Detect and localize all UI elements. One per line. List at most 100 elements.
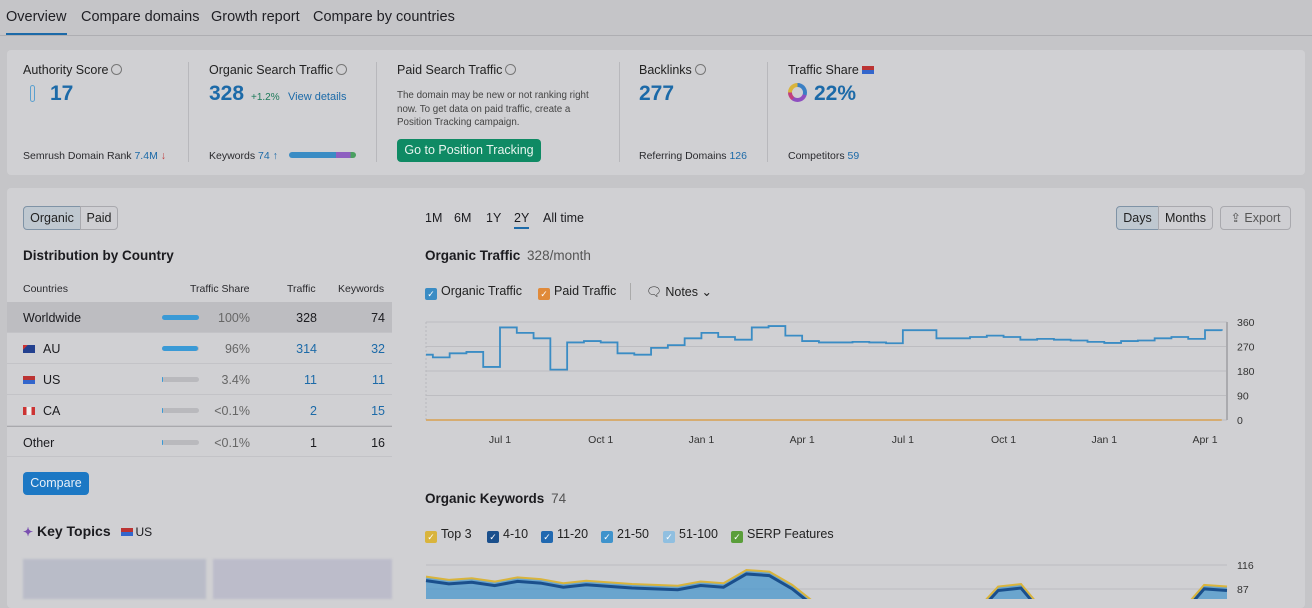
x-tick-label: Jul 1 xyxy=(892,434,914,446)
go-to-position-tracking-button[interactable]: Go to Position Tracking xyxy=(397,139,541,162)
arrow-up-icon: ↑ xyxy=(272,150,278,162)
table-row[interactable]: US 3.4% 11 11 xyxy=(7,364,392,395)
range-6m[interactable]: 6M xyxy=(454,211,472,225)
topic-card-blurred[interactable] xyxy=(213,559,392,599)
range-2y[interactable]: 2Y xyxy=(514,211,530,229)
days-button[interactable]: Days xyxy=(1116,206,1159,230)
traffic-share-bar xyxy=(162,408,199,413)
info-icon[interactable] xyxy=(336,64,348,75)
traffic-share-value: 22% xyxy=(814,82,857,105)
export-button[interactable]: ⇪ Export xyxy=(1220,206,1291,230)
traffic-value[interactable]: 11 xyxy=(304,373,317,387)
range-all-time[interactable]: All time xyxy=(543,211,584,225)
table-row[interactable]: CA <0.1% 2 15 xyxy=(7,395,392,426)
legend-divider xyxy=(630,283,631,300)
ca-flag-icon xyxy=(23,407,35,415)
keywords-4-10-line xyxy=(425,572,1228,599)
y-tick-label: 87 xyxy=(1237,584,1249,596)
sparkle-icon: ✦ xyxy=(23,525,34,539)
keywords-top3-line xyxy=(425,568,1228,599)
authority-score-label: Authority Score xyxy=(23,63,123,77)
traffic-value: 1 xyxy=(310,436,317,450)
traffic-share-value: 96% xyxy=(224,342,250,356)
topic-card-blurred[interactable] xyxy=(23,559,206,599)
keywords-value: 16 xyxy=(371,436,385,450)
tab-compare-by-countries[interactable]: Compare by countries xyxy=(313,9,455,25)
metrics-card xyxy=(7,50,1305,175)
organic-keywords-chart[interactable]: 87 116 xyxy=(420,555,1270,599)
tab-growth-report[interactable]: Growth report xyxy=(211,9,300,25)
keywords-value: 74 xyxy=(371,311,385,325)
paid-toggle[interactable]: Paid xyxy=(80,206,118,230)
traffic-share-bar xyxy=(162,346,199,351)
legend-serp-features[interactable]: ✓ SERP Features xyxy=(731,527,834,543)
metric-divider xyxy=(767,62,768,162)
paid-traffic-label: Paid Search Traffic xyxy=(397,63,517,77)
traffic-value[interactable]: 2 xyxy=(310,404,317,418)
tabs-divider xyxy=(0,35,1312,36)
country-name[interactable]: CA xyxy=(23,404,60,418)
tab-compare-domains[interactable]: Compare domains xyxy=(81,9,200,25)
x-tick-label: Oct 1 xyxy=(991,434,1016,446)
keywords-value[interactable]: 11 xyxy=(372,373,385,387)
traffic-share-value: 100% xyxy=(218,311,250,325)
col-traffic-share: Traffic Share xyxy=(190,283,250,295)
legend-paid-traffic[interactable]: ✓ Paid Traffic xyxy=(538,284,616,300)
legend-21-50[interactable]: ✓ 21-50 xyxy=(601,527,649,543)
y-tick-label: 180 xyxy=(1237,366,1255,378)
country-name: Other xyxy=(23,436,54,450)
col-countries: Countries xyxy=(23,283,68,295)
y-tick-label: 270 xyxy=(1237,342,1255,354)
table-row[interactable]: Other <0.1% 1 16 xyxy=(7,426,392,457)
info-icon[interactable] xyxy=(111,64,123,75)
table-row[interactable]: AU 96% 314 32 xyxy=(7,333,392,364)
organic-toggle[interactable]: Organic xyxy=(23,206,81,230)
backlinks-value: 277 xyxy=(639,82,675,105)
legend-11-20[interactable]: ✓ 11-20 xyxy=(541,527,588,543)
legend-4-10[interactable]: ✓ 4-10 xyxy=(487,527,528,543)
metric-divider xyxy=(188,62,189,162)
x-tick-label: Jan 1 xyxy=(689,434,715,446)
x-tick-label: Oct 1 xyxy=(588,434,613,446)
keywords-distribution-bar xyxy=(289,152,356,158)
country-name[interactable]: AU xyxy=(23,342,60,356)
authority-gauge-icon xyxy=(30,85,35,102)
metric-divider xyxy=(376,62,377,162)
domain-rank: Semrush Domain Rank 7.4M ↓ xyxy=(23,150,166,162)
distribution-title: Distribution by Country xyxy=(23,248,174,263)
authority-score-value: 17 xyxy=(50,82,74,105)
view-details-link[interactable]: View details xyxy=(288,91,347,103)
organic-traffic-chart-title: Organic Traffic 328/month xyxy=(425,248,591,263)
y-tick-label: 0 xyxy=(1237,415,1243,427)
tab-overview[interactable]: Overview xyxy=(6,9,67,25)
legend-organic-traffic[interactable]: ✓ Organic Traffic xyxy=(425,284,522,300)
range-1m[interactable]: 1M xyxy=(425,211,443,225)
table-row[interactable]: Worldwide 100% 328 74 xyxy=(7,302,392,333)
keywords-value[interactable]: 32 xyxy=(371,342,385,356)
organic-traffic-chart[interactable]: 0 90 180 270 360 Jul 1 Oct 1 Jan 1 Apr 1 Jul 1 Oct… xyxy=(420,312,1270,452)
key-topics-title: ✦ Key Topics US xyxy=(23,523,153,539)
us-flag-icon xyxy=(23,376,35,384)
legend-51-100[interactable]: ✓ 51-100 xyxy=(663,527,718,543)
traffic-value: 328 xyxy=(296,311,317,325)
traffic-share-value: <0.1% xyxy=(214,436,250,450)
y-tick-label: 90 xyxy=(1237,391,1249,403)
country-name: Worldwide xyxy=(23,311,81,325)
info-icon[interactable] xyxy=(694,64,706,75)
col-traffic: Traffic xyxy=(287,283,316,295)
arrow-down-icon: ↓ xyxy=(160,150,166,162)
range-1y[interactable]: 1Y xyxy=(486,211,502,225)
organic-traffic-change: +1.2% xyxy=(251,92,280,103)
traffic-share-bar xyxy=(162,315,199,320)
y-tick-label: 116 xyxy=(1237,560,1254,572)
x-tick-label: Apr 1 xyxy=(1192,434,1217,446)
organic-traffic-line xyxy=(426,325,1223,371)
months-button[interactable]: Months xyxy=(1158,206,1213,230)
legend-top-3[interactable]: ✓ Top 3 xyxy=(425,527,472,543)
country-name[interactable]: US xyxy=(23,373,60,387)
notes-dropdown[interactable]: 🗨 Notes ⌄ xyxy=(646,285,712,299)
info-icon[interactable] xyxy=(505,64,517,75)
keywords-value[interactable]: 15 xyxy=(371,404,385,418)
compare-button[interactable]: Compare xyxy=(23,472,89,495)
traffic-value[interactable]: 314 xyxy=(296,342,317,356)
